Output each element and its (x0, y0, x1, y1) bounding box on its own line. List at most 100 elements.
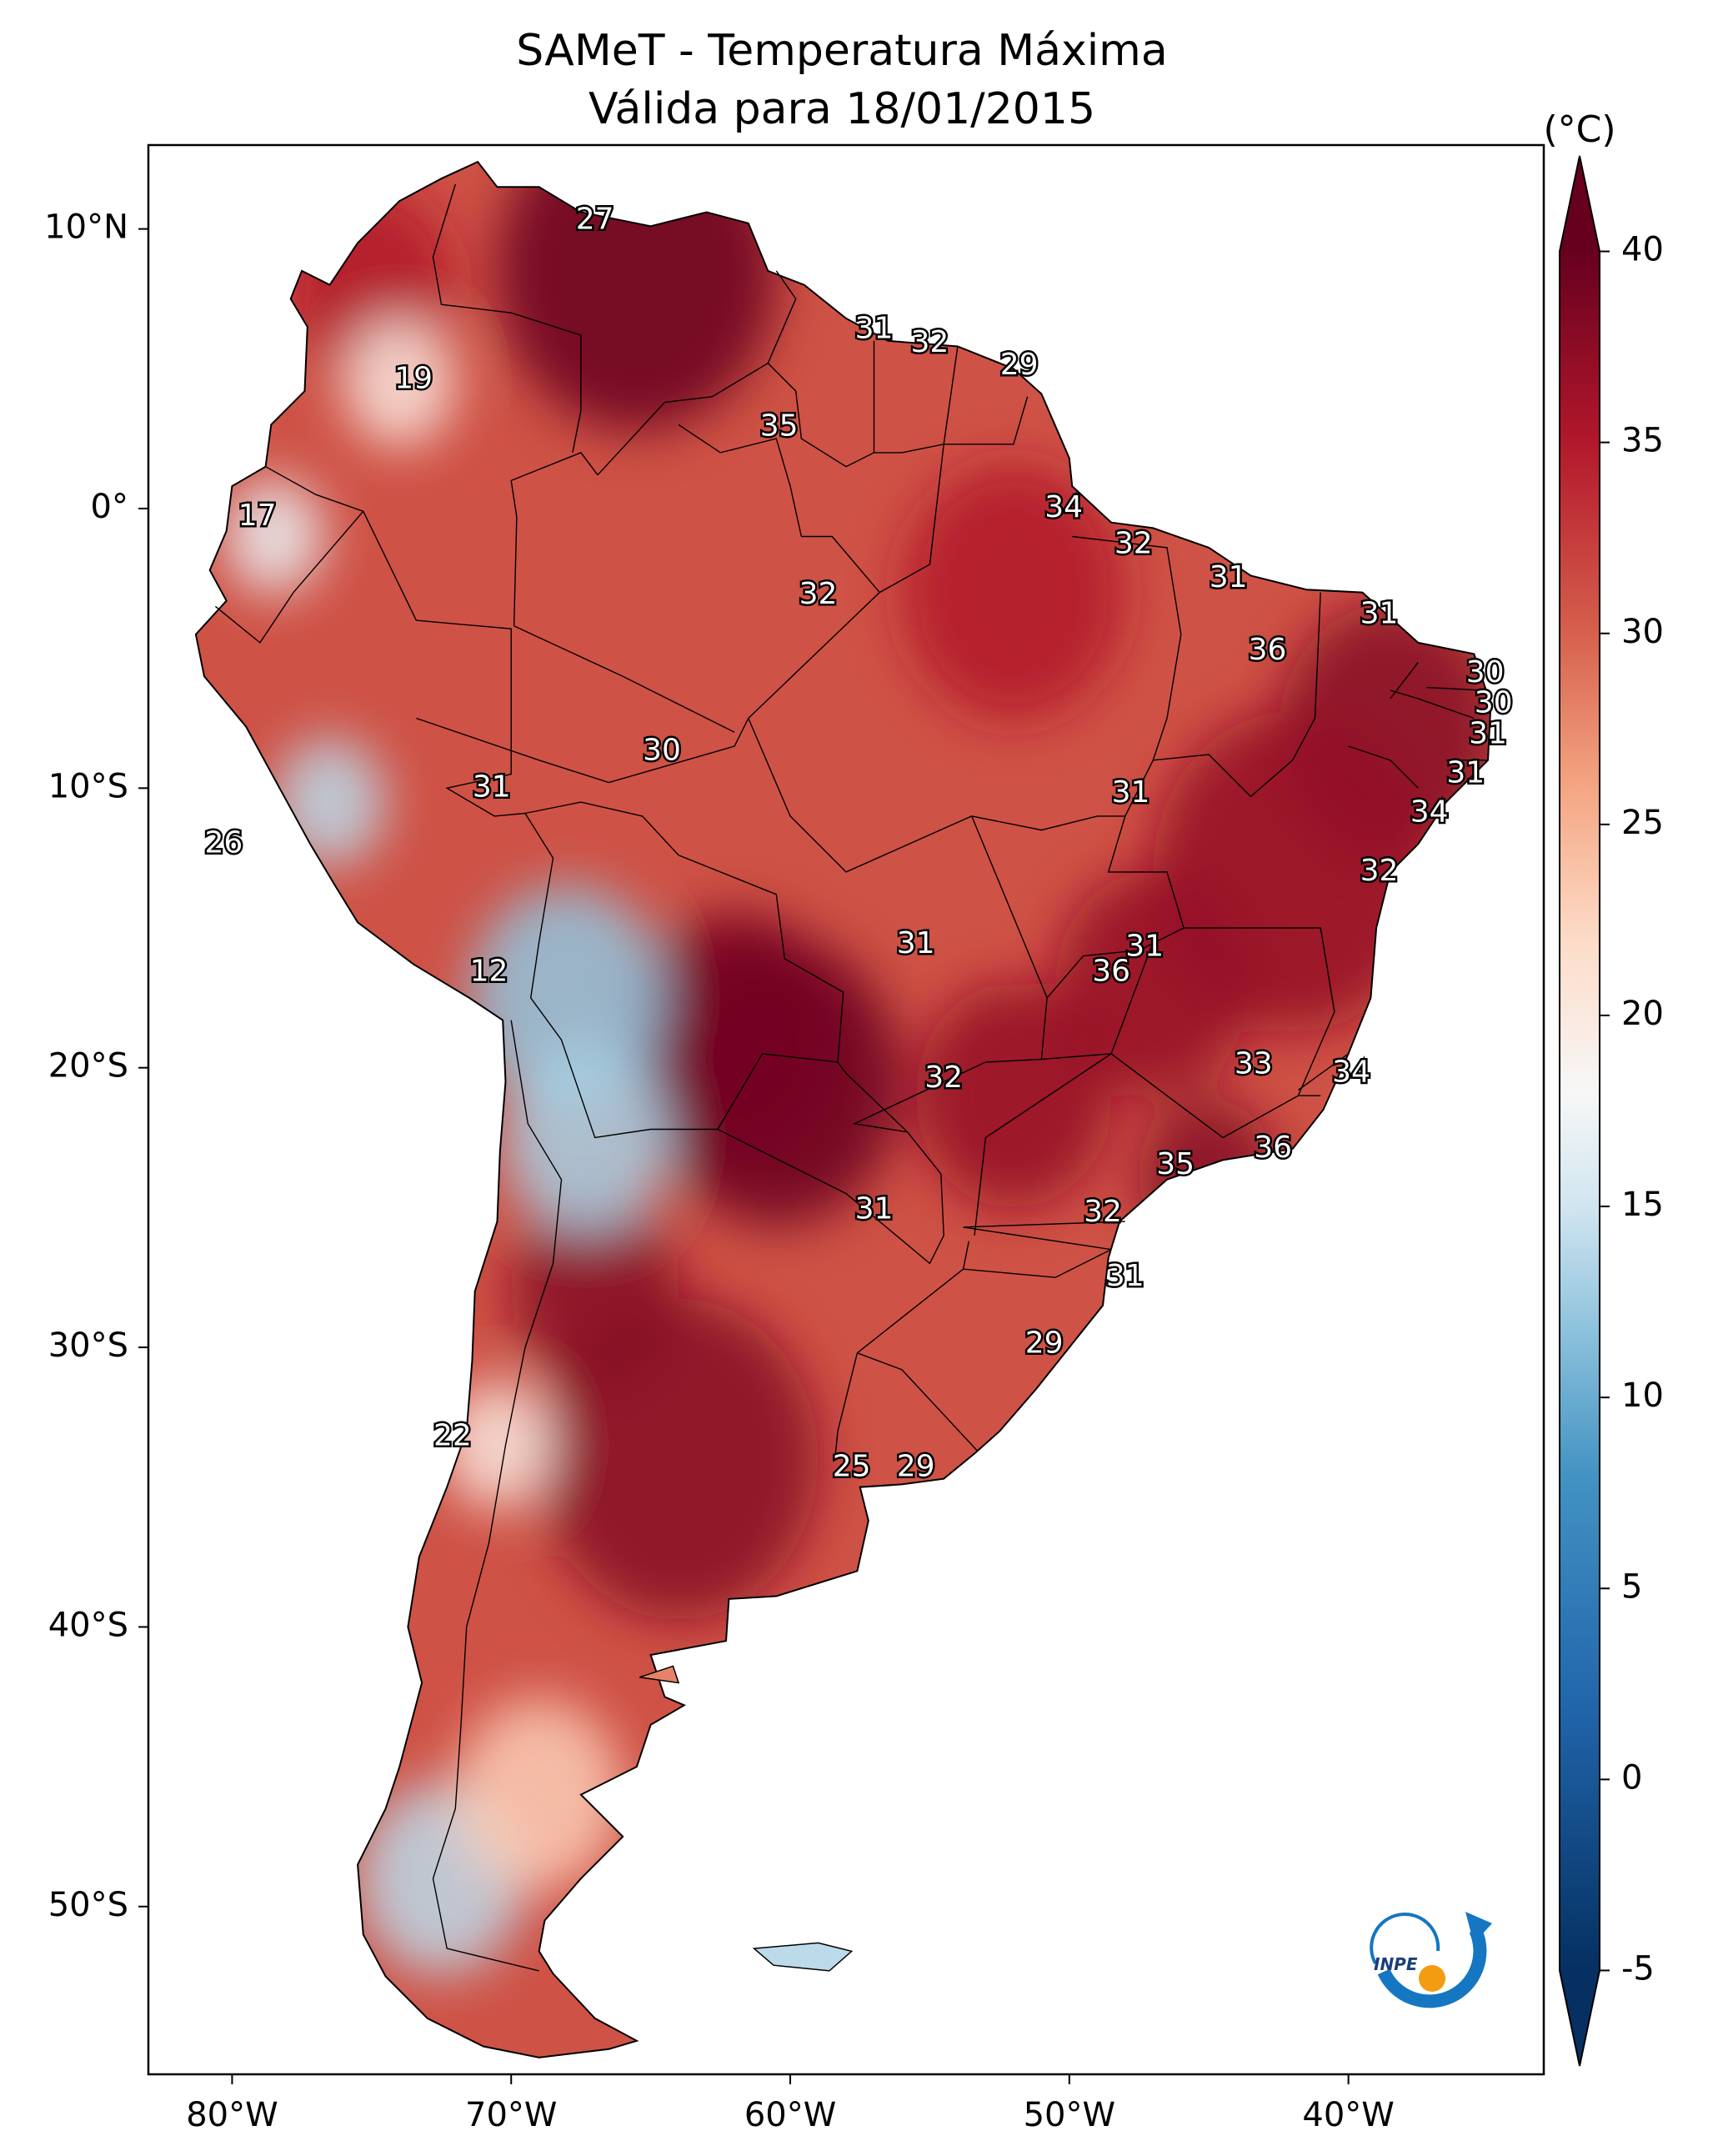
map-frame (147, 143, 1545, 2076)
colorbar-scale (1559, 155, 1600, 2067)
temperature-label: 32 (1114, 527, 1153, 561)
border-line (1426, 686, 1483, 691)
border-line (1390, 689, 1475, 720)
temperature-label: 22 (433, 1418, 472, 1452)
temperature-label: 19 (394, 362, 433, 396)
temperature-label: 35 (1156, 1147, 1195, 1181)
temperature-label: 31 (1469, 717, 1507, 751)
temperature-label: 25 (833, 1449, 871, 1483)
temperature-label: 31 (855, 1192, 894, 1226)
logo-orbit-icon (1370, 1913, 1440, 1964)
hot-region (915, 983, 1112, 1208)
lat-tick-label: 30°S (48, 1326, 128, 1365)
border-line (609, 718, 749, 784)
border-line (963, 1221, 1125, 1251)
temperature-label: 17 (238, 499, 277, 533)
temperature-label: 34 (1332, 1055, 1370, 1089)
temperature-label: 30 (1466, 655, 1505, 689)
temperature-label: 32 (910, 325, 949, 359)
temperature-label: 31 (1446, 756, 1485, 790)
border-line (1348, 745, 1419, 789)
temperature-label: 36 (1249, 633, 1287, 667)
temperature-label: 32 (1084, 1195, 1122, 1229)
map-title: SAMeT - Temperatura Máxima (516, 26, 1167, 76)
island (752, 1942, 854, 1972)
temperature-label: 36 (1254, 1131, 1292, 1165)
cool-region (441, 1381, 553, 1510)
temperature-label: 31 (1125, 930, 1164, 964)
temperature-label: 32 (924, 1060, 963, 1095)
temperature-label: 34 (1044, 490, 1083, 524)
temperature-label: 34 (1410, 795, 1449, 830)
hot-region (511, 1195, 679, 1388)
colorbar-tick-label: 10 (1621, 1376, 1664, 1415)
hot-region (902, 464, 1125, 721)
border-line (852, 815, 1048, 1133)
colorbar-tick-label: 0 (1621, 1758, 1642, 1797)
temperature-label: 31 (1106, 1259, 1144, 1293)
temperature-label: 31 (1360, 596, 1399, 630)
lon-tick-label: 80°W (186, 2096, 278, 2134)
temperature-label: 32 (1360, 854, 1399, 888)
temperature-label: 31 (473, 770, 511, 804)
lat-tick-label: 0° (91, 488, 128, 526)
border-line (265, 466, 418, 621)
colorbar-tick-label: 40 (1621, 231, 1664, 269)
temperature-label: 31 (897, 926, 935, 960)
cool-region (343, 318, 456, 448)
longitude-axis: 80°W 70°W 60°W 50°W 40°W (186, 2074, 1395, 2134)
coastline (194, 160, 1492, 2058)
border-line (1110, 1053, 1224, 1139)
border-line (717, 1061, 944, 1265)
temperature-label: 29 (897, 1449, 935, 1483)
colorbar-tick-label: 5 (1621, 1567, 1642, 1606)
country-state-borders (214, 183, 1488, 1972)
temperature-label: 12 (470, 955, 508, 989)
temperature-label: 29 (1000, 348, 1039, 382)
hot-region (623, 911, 846, 1169)
lon-tick-label: 50°W (1024, 2096, 1115, 2134)
temperature-label: 30 (1475, 686, 1513, 720)
colorbar-tick-label: 35 (1621, 422, 1664, 460)
cool-region (455, 1698, 624, 1892)
border-line (513, 625, 735, 733)
border-line (943, 346, 959, 444)
temperature-label: 31 (855, 311, 894, 345)
border-line (524, 801, 844, 1139)
border-line (416, 619, 526, 817)
border-line (597, 270, 797, 476)
lat-tick-label: 40°S (48, 1606, 128, 1644)
border-line (432, 183, 582, 454)
temperature-label: 36 (1092, 955, 1130, 989)
temperature-label: 27 (576, 203, 614, 237)
cool-region (503, 1041, 670, 1234)
border-line (748, 444, 944, 720)
logo-arrow-icon (1465, 1912, 1492, 1943)
lon-tick-label: 60°W (744, 2096, 836, 2134)
temperature-label: 31 (1210, 560, 1248, 594)
islands (639, 1665, 854, 1972)
border-line (510, 452, 599, 626)
border-line (678, 424, 803, 537)
temperature-label: 35 (760, 409, 799, 444)
colorbar-tick-label: 20 (1621, 995, 1664, 1033)
border-line (1153, 592, 1321, 798)
lat-tick-label: 20°S (48, 1047, 128, 1086)
border-line (1297, 1053, 1350, 1091)
temperature-label: 29 (1025, 1326, 1064, 1361)
border-line (1390, 661, 1419, 699)
border-line (1184, 927, 1335, 1139)
border-line (963, 1249, 1112, 1278)
logo-swoosh-icon (1377, 1927, 1487, 2008)
temperature-label: 31 (1112, 775, 1150, 810)
border-line (801, 535, 880, 594)
island (639, 1665, 680, 1684)
lon-tick-label: 40°W (1302, 2096, 1394, 2134)
logo-text: INPE (1374, 1954, 1418, 1974)
border-line (834, 1352, 859, 1460)
colorbar: (°C) 40 35 30 25 20 15 10 5 0 -5 (1543, 108, 1664, 2067)
temperature-label: 26 (204, 825, 243, 860)
